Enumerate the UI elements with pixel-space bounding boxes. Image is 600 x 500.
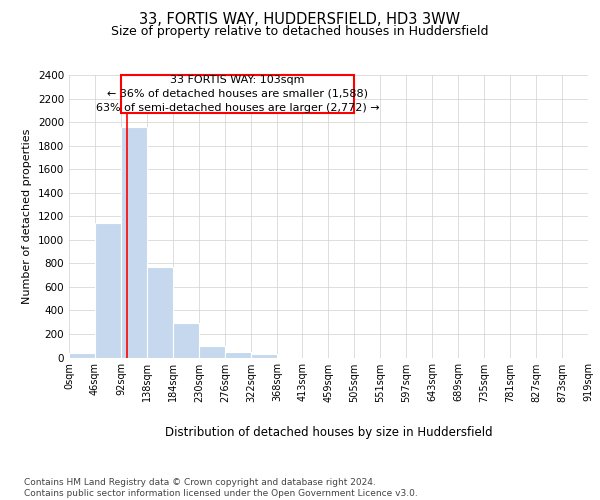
Bar: [251, 354, 277, 358]
Bar: [173, 323, 199, 358]
Bar: [121, 127, 147, 358]
Text: Distribution of detached houses by size in Huddersfield: Distribution of detached houses by size …: [165, 426, 493, 439]
Bar: [225, 352, 251, 358]
Bar: [95, 224, 121, 358]
Bar: [121, 75, 354, 112]
Y-axis label: Number of detached properties: Number of detached properties: [22, 128, 32, 304]
Text: Contains HM Land Registry data © Crown copyright and database right 2024.
Contai: Contains HM Land Registry data © Crown c…: [24, 478, 418, 498]
Text: Size of property relative to detached houses in Huddersfield: Size of property relative to detached ho…: [111, 25, 489, 38]
Bar: [147, 267, 173, 358]
Bar: [69, 354, 95, 358]
Bar: [199, 346, 225, 358]
Text: 33, FORTIS WAY, HUDDERSFIELD, HD3 3WW: 33, FORTIS WAY, HUDDERSFIELD, HD3 3WW: [139, 12, 461, 28]
Text: 33 FORTIS WAY: 103sqm
← 36% of detached houses are smaller (1,588)
63% of semi-d: 33 FORTIS WAY: 103sqm ← 36% of detached …: [96, 75, 379, 113]
